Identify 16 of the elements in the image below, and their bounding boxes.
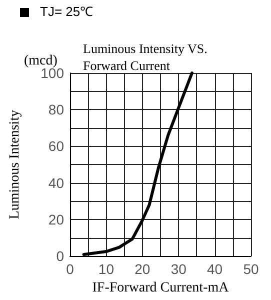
chart-title: Luminous Intensity VS. Forward Current bbox=[83, 41, 208, 73]
y-tick-label: 80 bbox=[48, 102, 64, 118]
text: (mcd) bbox=[24, 54, 58, 68]
x-axis-title: IF-Forward Current-mA bbox=[92, 280, 230, 296]
x-tick-label: 50 bbox=[243, 261, 259, 278]
x-tick-label: 40 bbox=[207, 261, 223, 278]
y-axis-title: Luminous Intensity bbox=[8, 110, 22, 220]
text: TJ= 25℃ bbox=[40, 4, 94, 19]
x-tick-label: 30 bbox=[170, 261, 187, 278]
x-tick-label: 10 bbox=[98, 261, 114, 278]
x-tick-label: 20 bbox=[134, 261, 150, 278]
x-tick-label: 0 bbox=[66, 261, 74, 278]
y-tick-label: 20 bbox=[48, 211, 64, 228]
y-tick-label: 40 bbox=[48, 174, 64, 191]
y-tick-label: 0 bbox=[56, 248, 64, 264]
y-tick-label: 60 bbox=[48, 138, 64, 154]
